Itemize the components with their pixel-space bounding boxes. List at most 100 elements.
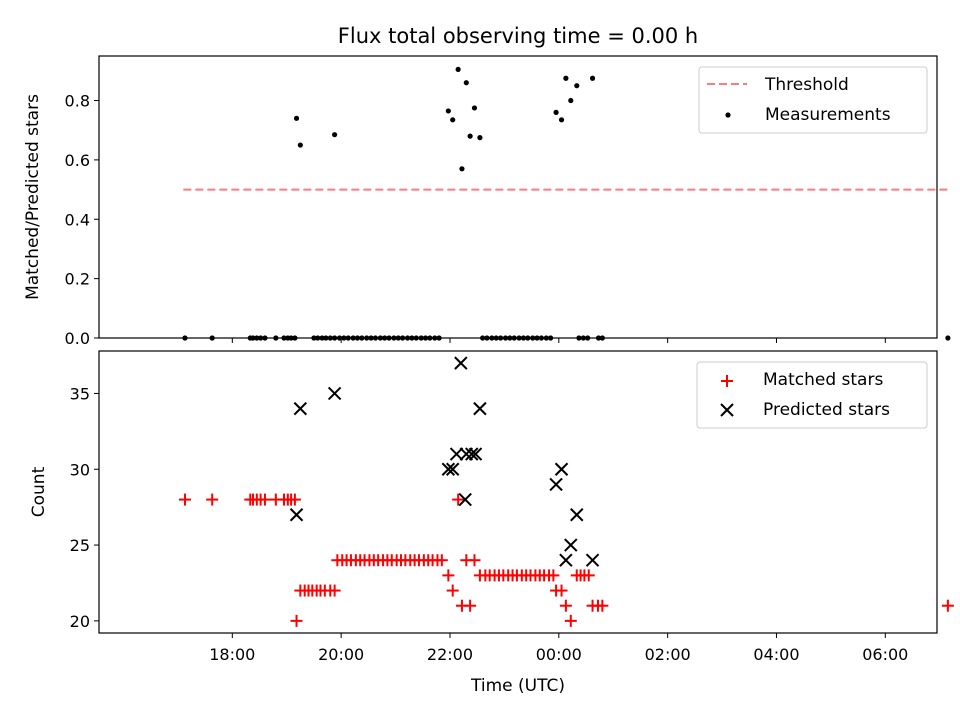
measurement-point (182, 335, 188, 341)
matched-star-point (547, 569, 560, 582)
matched-star-point (564, 614, 577, 627)
matched-star-point (442, 569, 455, 582)
bottom-y-ticks: 20 25 30 35 (70, 384, 99, 631)
measurement-point (538, 335, 544, 341)
measurement-point (297, 142, 303, 148)
measurement-point (543, 335, 549, 341)
measurement-point (332, 132, 338, 138)
measurement-point (250, 335, 256, 341)
measurement-point (288, 335, 294, 341)
predicted-star-point (327, 386, 342, 401)
predicted-star-point (554, 462, 569, 476)
matched-star-point (206, 493, 219, 506)
measurement-point (281, 335, 287, 341)
measurement-point (391, 335, 397, 341)
measurement-point (563, 75, 569, 81)
legend-measurements-swatch (725, 112, 731, 118)
measurement-point (580, 335, 586, 341)
measurement-point (368, 335, 374, 341)
top-y-tick-label: 0.6 (65, 151, 90, 170)
bottom-plot-frame (98, 350, 938, 634)
measurement-point (359, 335, 365, 341)
legend-measurements-label: Measurements (765, 105, 891, 125)
bottom-x-tick-label: 04:00 (753, 645, 799, 664)
matched-star-point (288, 493, 301, 506)
matched-star-point (468, 554, 481, 567)
top-marks (182, 66, 951, 341)
measurement-point (400, 335, 406, 341)
measurement-point (386, 335, 392, 341)
measurement-point (311, 335, 317, 341)
measurement-point (315, 335, 321, 341)
measurement-point (455, 66, 461, 72)
bottom-y-axis-label: Count (29, 466, 49, 517)
bottom-y-tick-label: 35 (70, 384, 90, 403)
measurement-point (413, 335, 419, 341)
measurement-point (516, 335, 522, 341)
measurement-point (418, 335, 424, 341)
measurement-point (525, 335, 531, 341)
measurement-point (530, 335, 536, 341)
measurement-point (364, 335, 370, 341)
predicted-star-point (465, 447, 479, 461)
measurement-point (409, 335, 415, 341)
bottom-legend: Matched stars Predicted stars (696, 361, 928, 429)
bottom-x-tick-label: 18:00 (209, 645, 255, 664)
measurement-point (576, 335, 582, 341)
measurement-point (262, 335, 268, 341)
matched-star-point (464, 599, 477, 612)
top-legend-box (698, 66, 928, 134)
measurement-point (484, 335, 490, 341)
measurement-point (502, 335, 509, 341)
measurement-point (497, 335, 504, 341)
measurement-point (467, 133, 473, 139)
measurement-point (209, 335, 215, 341)
measurement-point (436, 335, 442, 341)
measurement-point (332, 335, 338, 341)
measurement-point (422, 335, 429, 341)
measurement-point (445, 108, 451, 114)
measurement-point (493, 335, 499, 341)
measurement-point (507, 335, 513, 341)
legend-threshold-label: Threshold (764, 75, 849, 95)
measurement-point (480, 335, 486, 341)
matched-star-point (596, 599, 609, 612)
measurement-point (945, 335, 951, 341)
bottom-y-tick-label: 25 (70, 536, 90, 555)
measurement-point (595, 335, 602, 341)
predicted-star-point (570, 508, 584, 522)
predicted-star-point (454, 356, 468, 370)
measurement-point (599, 335, 605, 341)
measurement-point (377, 335, 383, 341)
measurement-point (553, 109, 559, 115)
top-y-tick-label: 0.4 (65, 210, 90, 229)
predicted-star-point (293, 401, 308, 416)
measurement-point (450, 117, 456, 123)
bottom-panel: Count 20 25 30 35 18:00 20:00 22:00 00:00 02:00… (29, 350, 954, 664)
measurement-point (292, 335, 298, 341)
matched-star-point (435, 554, 448, 567)
legend-matched-swatch (721, 375, 733, 387)
bottom-y-tick-label: 20 (70, 612, 90, 631)
measurement-point (354, 335, 361, 341)
predicted-star-point (289, 508, 304, 522)
matched-star-point (452, 493, 465, 506)
legend-predicted-label: Predicted stars (763, 400, 890, 420)
predicted-star-point (445, 462, 460, 476)
matched-star-point (941, 599, 954, 612)
matched-star-point (290, 614, 303, 627)
measurement-point (427, 335, 433, 341)
chart-title: Flux total observing time = 0.00 h (338, 24, 698, 48)
measurement-point (574, 83, 580, 89)
measurement-point (489, 335, 495, 341)
measurement-point (568, 97, 574, 104)
bottom-x-tick-label: 20:00 (318, 645, 364, 664)
predicted-star-point (564, 538, 578, 552)
measurement-point (463, 80, 469, 86)
measurement-point (520, 335, 527, 341)
top-panel: Matched/Predicted stars 0.00.20.40.60.8 … (23, 55, 951, 348)
measurement-point (323, 335, 329, 341)
bottom-x-ticks: 18:00 20:00 22:00 00:00 02:00 04:00 06:00 (209, 633, 908, 664)
measurement-point (534, 335, 540, 341)
